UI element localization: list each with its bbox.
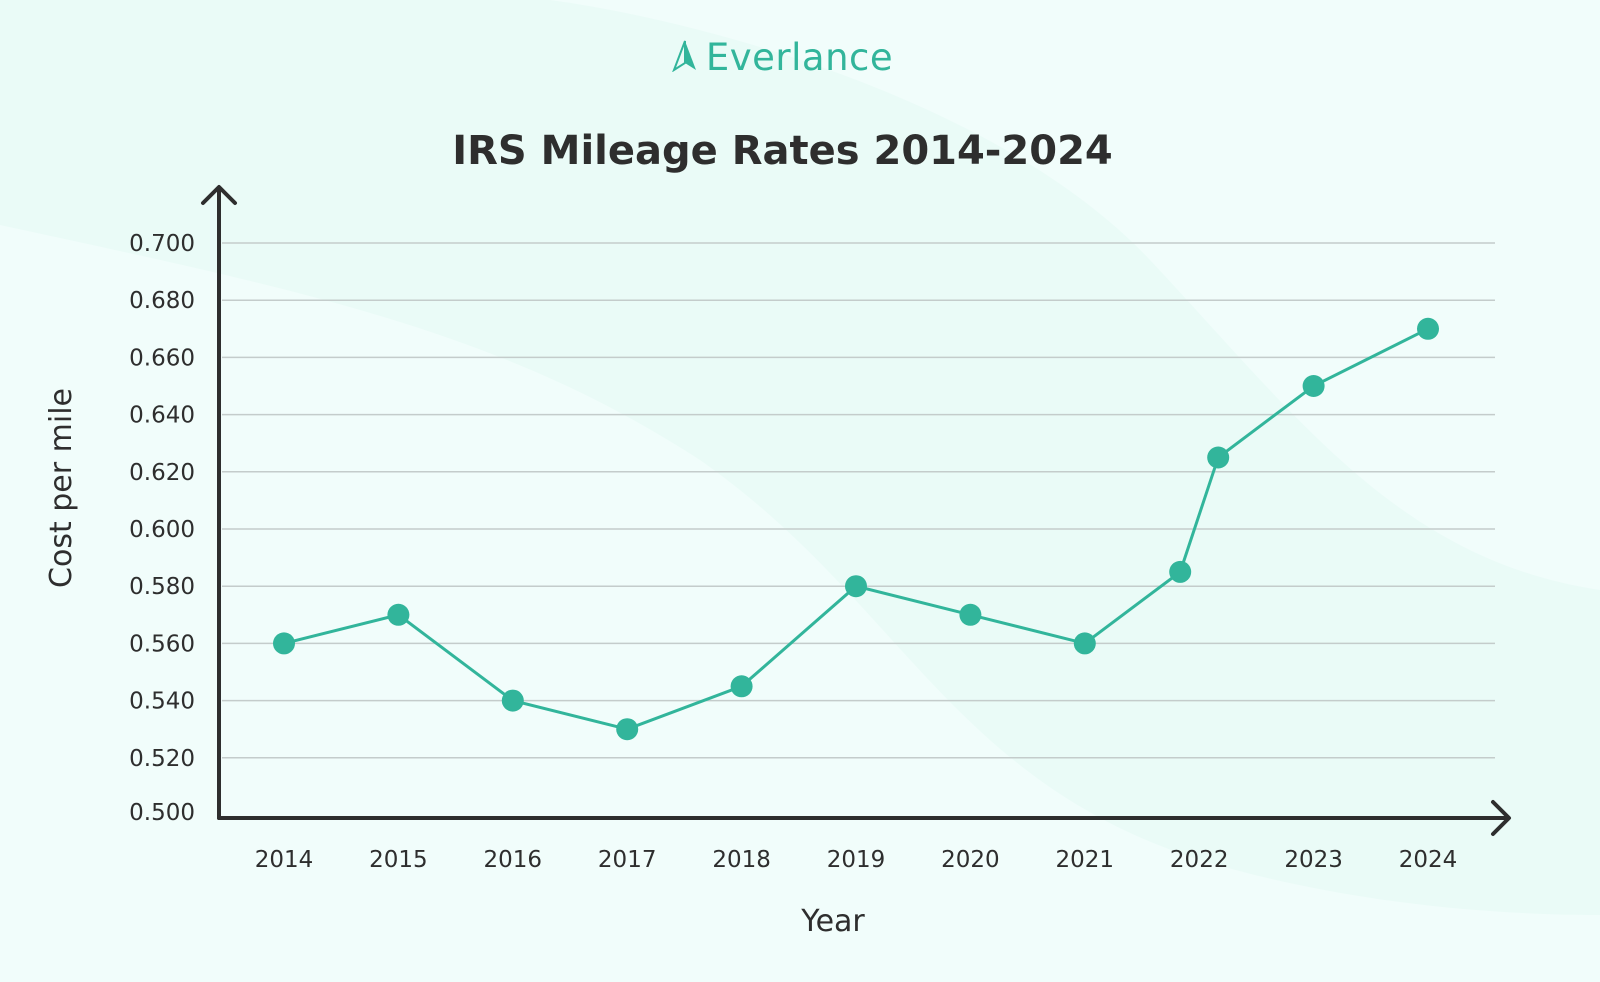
y-tick-label: 0.620: [129, 460, 195, 486]
y-tick-label: 0.660: [129, 345, 195, 371]
data-point: [959, 603, 982, 626]
x-tick-label: 2020: [941, 847, 1000, 873]
x-tick-label: 2014: [255, 847, 314, 873]
x-tick-label: 2024: [1399, 847, 1458, 873]
y-tick-label: 0.540: [129, 689, 195, 715]
x-axis-label: Year: [800, 904, 865, 939]
data-point: [1302, 375, 1325, 397]
y-tick-label: 0.520: [129, 746, 195, 772]
data-point: [273, 632, 295, 655]
x-axis: [217, 800, 1511, 836]
x-tick-label: 2019: [827, 847, 886, 873]
data-point: [730, 675, 753, 698]
data-point: [387, 603, 410, 626]
y-tick-label: 0.580: [129, 574, 195, 600]
y-tick-label: 0.500: [129, 800, 195, 826]
y-tick-label: 0.700: [129, 231, 195, 257]
x-tick-label: 2017: [598, 847, 657, 873]
y-axis-label: Cost per mile: [44, 388, 79, 588]
y-tick-label: 0.560: [129, 631, 195, 657]
y-tick-label: 0.680: [129, 288, 195, 314]
chart-title: IRS Mileage Rates 2014-2024: [452, 128, 1113, 174]
data-point: [845, 575, 867, 598]
arrow-logo-icon: [671, 40, 696, 73]
y-tick-label: 0.640: [129, 403, 195, 429]
x-tick-label: 2023: [1284, 847, 1343, 873]
x-tick-label: 2016: [484, 847, 543, 873]
x-tick-label: 2022: [1170, 847, 1229, 873]
series-line: [283, 327, 1429, 731]
data-point: [1417, 317, 1439, 340]
data-point: [1169, 560, 1192, 583]
x-tick-label: 2018: [712, 847, 771, 873]
x-tick-label: 2021: [1056, 847, 1115, 873]
data-point: [616, 718, 639, 741]
y-tick-label: 0.600: [129, 517, 195, 543]
x-tick-label: 2015: [369, 847, 428, 873]
data-point: [1073, 632, 1096, 655]
y-axis: [201, 185, 237, 820]
brand-logo: Everlance: [0, 36, 1565, 79]
data-point: [1207, 446, 1230, 469]
brand-name: Everlance: [705, 36, 894, 79]
data-point: [501, 689, 524, 712]
